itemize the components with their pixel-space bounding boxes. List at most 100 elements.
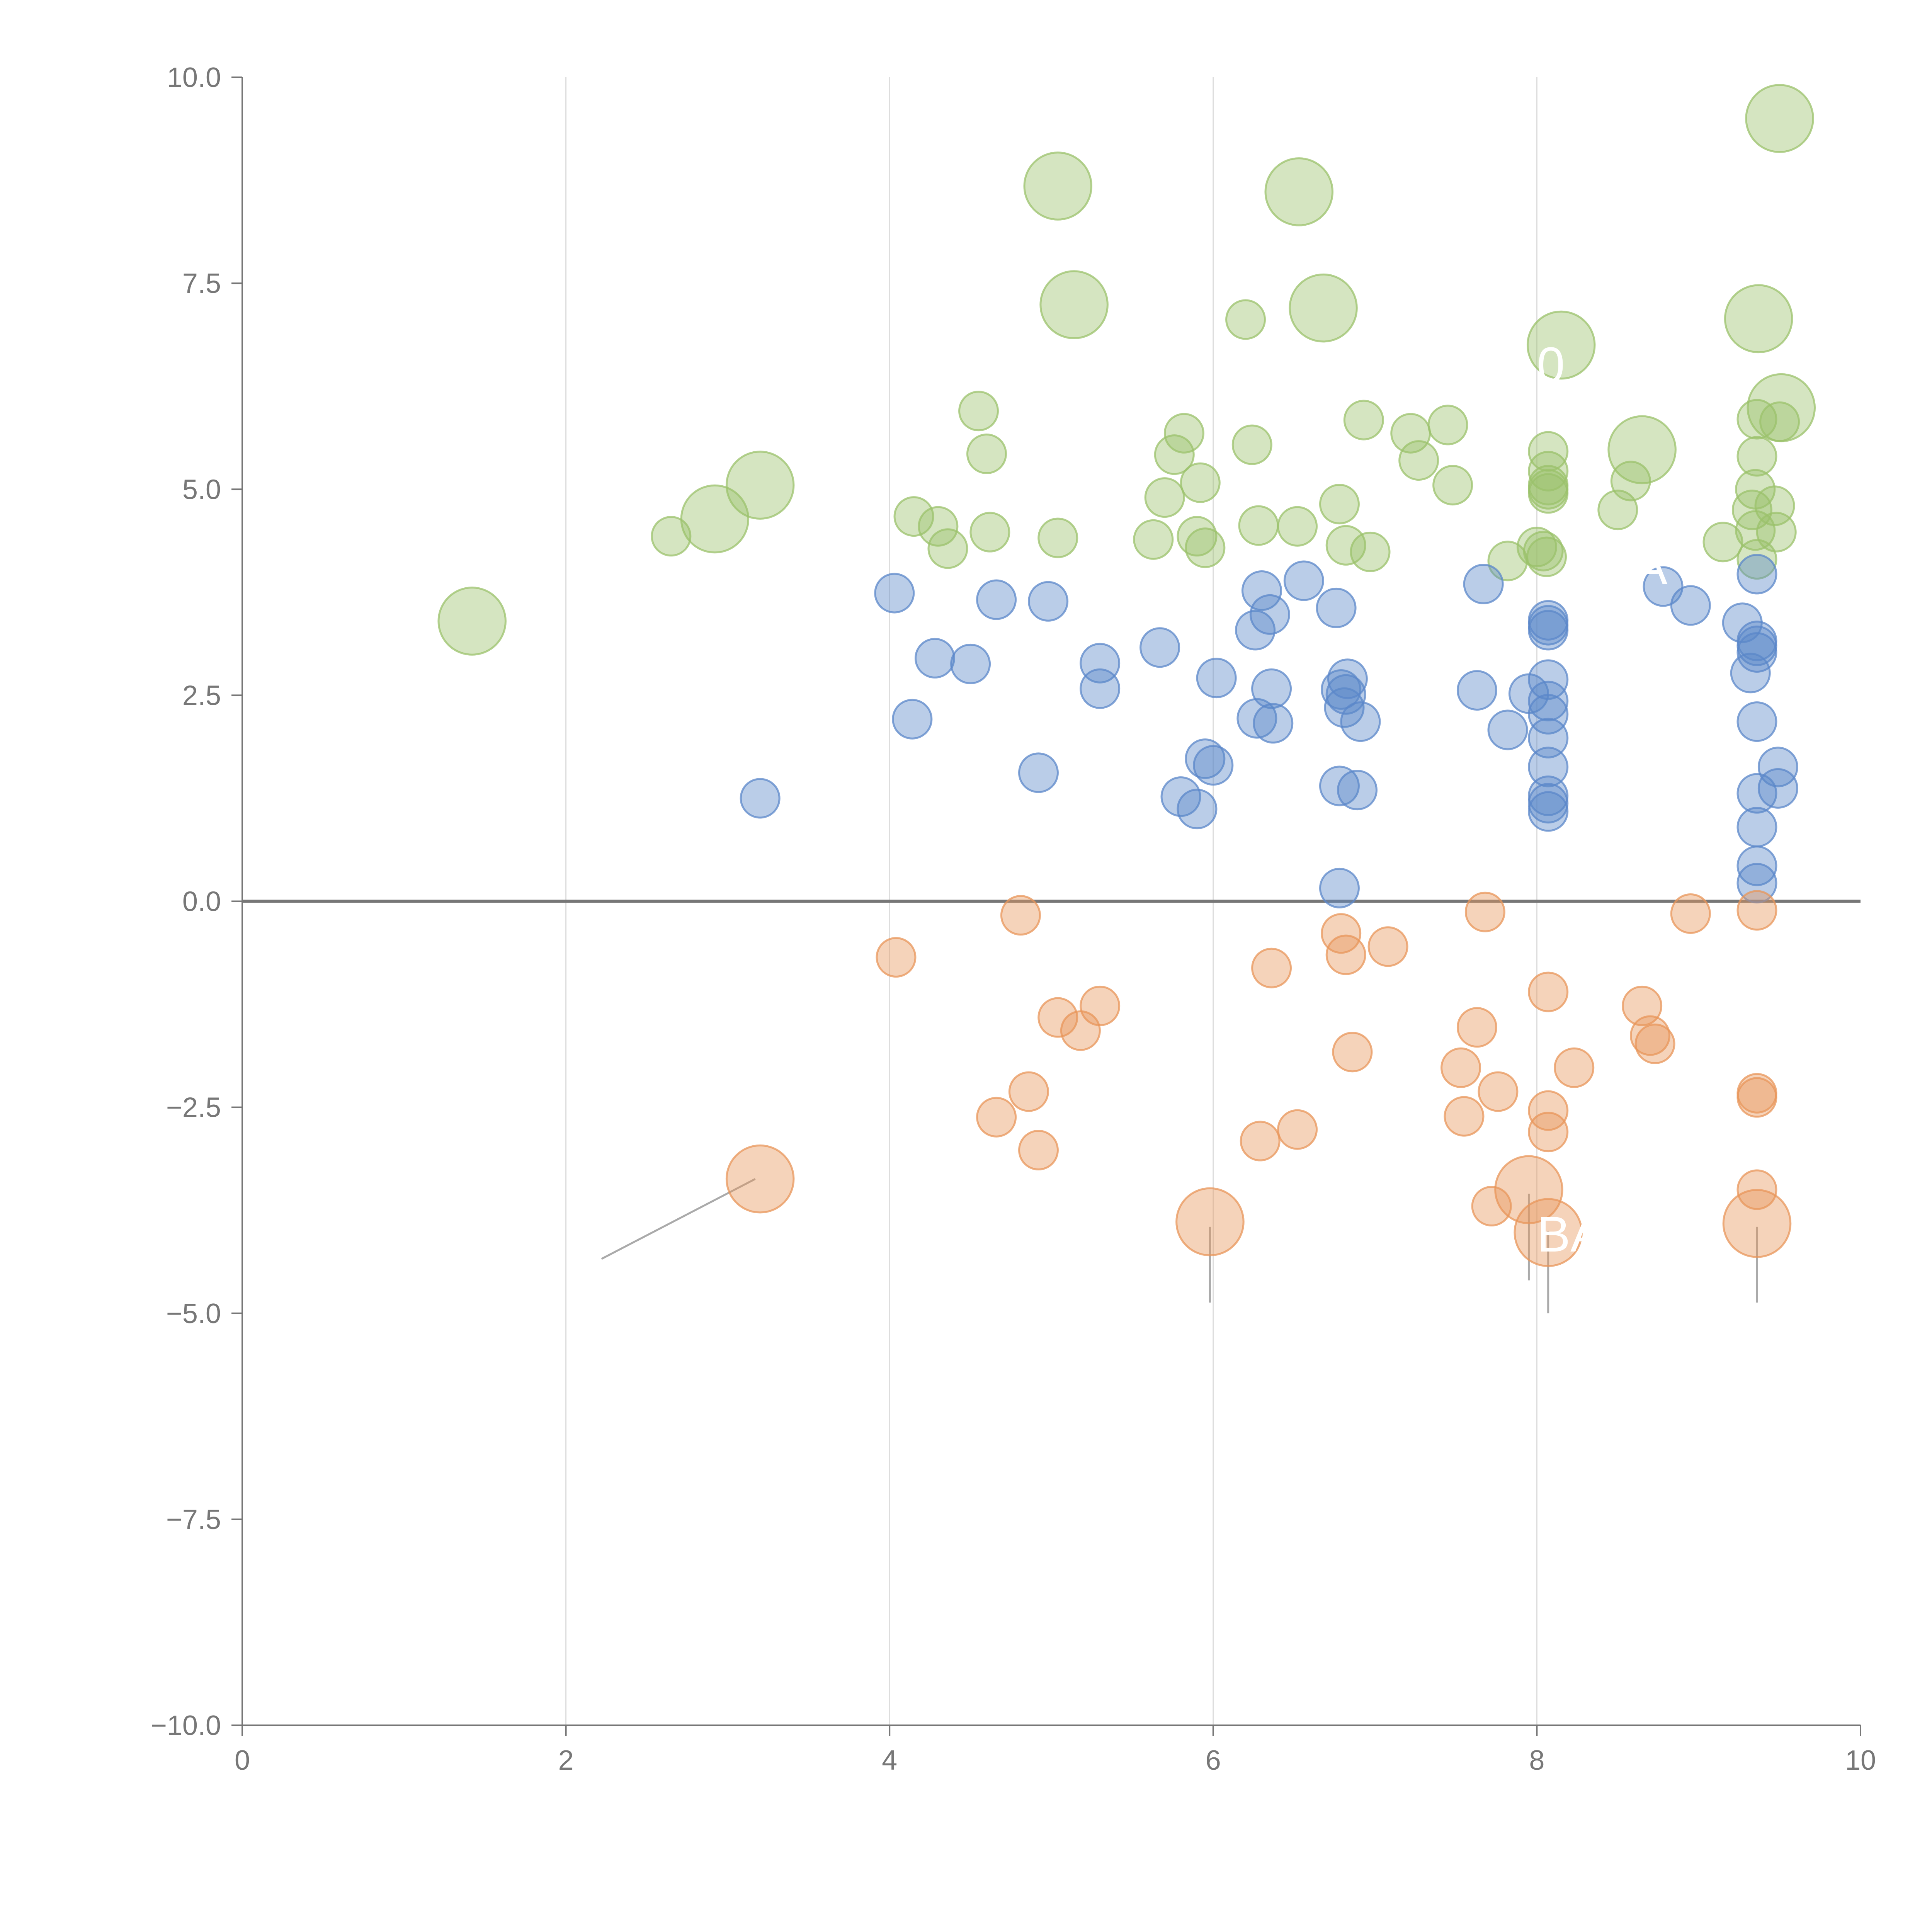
y-tick-label: 7.5 (182, 268, 221, 299)
point-green (1427, 405, 1468, 446)
point-orange (1464, 891, 1505, 932)
y-tick-label: −2.5 (166, 1092, 221, 1123)
point-orange (1325, 934, 1366, 975)
point-orange (1634, 1023, 1675, 1064)
point-green (651, 516, 692, 557)
point-orange (1722, 1189, 1792, 1258)
point-green (725, 451, 795, 520)
point-blue (1236, 698, 1277, 739)
point-green (1528, 469, 1569, 510)
point-orange (1000, 895, 1041, 936)
point-green (966, 434, 1007, 474)
point-blue (1185, 738, 1226, 779)
y-tick-label: 5.0 (182, 474, 221, 505)
point-blue (1196, 658, 1237, 699)
point-blue (1528, 783, 1569, 824)
point-blue (1340, 701, 1381, 742)
point-green (1023, 151, 1093, 221)
point-green (1163, 413, 1204, 454)
point-green (1756, 512, 1797, 553)
point-blue (874, 573, 915, 614)
point-orange (725, 1144, 795, 1214)
point-blue (892, 699, 933, 740)
point-orange (1478, 1071, 1519, 1112)
x-tick-label: 0 (235, 1745, 250, 1776)
point-blue (1670, 585, 1711, 626)
point-orange (1736, 890, 1777, 931)
point-orange (976, 1097, 1017, 1138)
x-tick-label: 6 (1206, 1745, 1221, 1776)
point-blue (1193, 745, 1234, 786)
point-orange (1008, 1071, 1049, 1112)
point-orange (1018, 1130, 1059, 1171)
point-green (1432, 465, 1473, 506)
y-tick-label: 2.5 (182, 680, 221, 711)
point-orange (1440, 1047, 1481, 1088)
point-orange (1037, 997, 1078, 1038)
y-tick-label: −10.0 (151, 1710, 221, 1741)
point-green (1238, 505, 1279, 546)
annotation-label: A (1634, 538, 1668, 595)
point-green (437, 587, 507, 656)
point-green (958, 391, 999, 432)
point-blue (1528, 718, 1569, 759)
annotations: BA 0 A (1537, 337, 1667, 1262)
y-tick-label: −7.5 (166, 1504, 221, 1535)
point-green (1526, 536, 1567, 577)
point-blue (1528, 600, 1569, 641)
point-orange (1670, 893, 1711, 934)
point-green (1231, 424, 1272, 465)
annotation-label: 0 (1537, 337, 1565, 393)
point-orange (1332, 1032, 1373, 1073)
annotation-label: BA (1537, 1206, 1604, 1262)
point-green (1037, 517, 1078, 558)
point-blue (1487, 709, 1528, 750)
point-green (918, 506, 959, 547)
y-tick-label: 0.0 (182, 886, 221, 917)
point-blue (914, 638, 955, 679)
point-orange (1494, 1155, 1563, 1225)
point-orange (1528, 1112, 1569, 1153)
point-blue (1080, 668, 1121, 709)
point-green (1759, 401, 1800, 442)
y-tick-label: 10.0 (167, 62, 221, 93)
point-blue (1463, 563, 1504, 604)
point-green (1039, 270, 1109, 339)
point-blue (1283, 560, 1324, 601)
data-points (437, 84, 1816, 1267)
point-orange (876, 937, 917, 978)
y-tick-label: −5.0 (166, 1298, 221, 1329)
point-green (1185, 527, 1226, 568)
point-green (927, 528, 968, 569)
point-orange (1240, 1121, 1281, 1162)
point-blue (1528, 610, 1569, 651)
point-orange (1367, 926, 1408, 967)
point-blue (1337, 770, 1378, 811)
point-blue (976, 579, 1017, 620)
point-blue (1249, 594, 1290, 635)
point-green (1277, 506, 1318, 547)
point-orange (1471, 1186, 1512, 1227)
point-green (1724, 284, 1793, 354)
point-blue (1528, 680, 1569, 721)
point-green (1133, 519, 1174, 560)
point-blue (1241, 570, 1282, 611)
point-green (1736, 436, 1777, 477)
point-blue (1177, 789, 1218, 830)
point-orange (1528, 971, 1569, 1012)
point-blue (1528, 747, 1569, 787)
point-blue (1736, 845, 1777, 886)
point-blue (1757, 768, 1798, 809)
point-green (1702, 522, 1743, 563)
point-orange (1080, 985, 1121, 1026)
point-green (1319, 484, 1360, 525)
point-blue (1253, 703, 1294, 744)
point-green (1607, 415, 1677, 485)
point-green (1177, 516, 1218, 557)
point-blue (1736, 807, 1777, 848)
point-orange (1277, 1109, 1318, 1150)
point-blue (1235, 610, 1276, 651)
point-blue (950, 643, 991, 684)
point-orange (1251, 947, 1292, 988)
x-tick-label: 10 (1845, 1745, 1876, 1776)
